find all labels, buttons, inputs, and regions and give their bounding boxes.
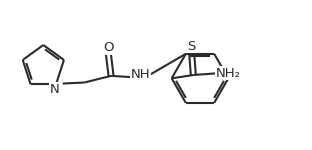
Text: NH: NH xyxy=(131,68,150,81)
Text: N: N xyxy=(50,83,59,96)
Text: O: O xyxy=(103,41,114,54)
Text: NH₂: NH₂ xyxy=(216,67,241,80)
Text: S: S xyxy=(188,39,196,52)
